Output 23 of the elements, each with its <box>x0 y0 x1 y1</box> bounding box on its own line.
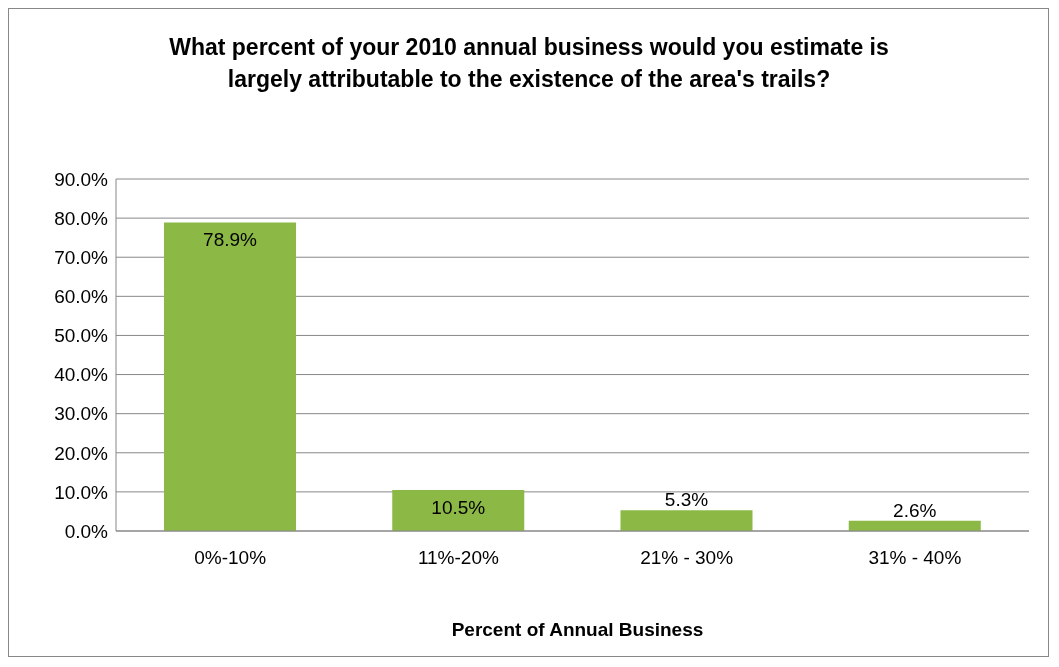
y-tick-label: 40.0% <box>54 364 109 386</box>
y-tick-label: 0.0% <box>64 520 109 542</box>
bar <box>620 510 753 531</box>
x-tick-label: 21% - 30% <box>640 547 734 569</box>
x-tick-label: 31% - 40% <box>868 547 962 569</box>
data-label: 5.3% <box>664 489 709 511</box>
bar <box>164 222 296 531</box>
y-tick-label: 80.0% <box>54 207 109 229</box>
y-tick-label: 30.0% <box>54 403 109 425</box>
bar <box>392 489 525 531</box>
x-tick-label: 11%-20% <box>417 547 499 569</box>
data-label: 78.9% <box>203 229 258 251</box>
y-tick-label: 90.0% <box>54 168 109 190</box>
y-tick-label: 50.0% <box>54 325 109 347</box>
x-tick-label: 0%-10% <box>194 547 267 569</box>
y-tick-label: 20.0% <box>54 442 109 464</box>
data-label: 10.5% <box>431 496 486 518</box>
y-tick-label: 70.0% <box>54 246 109 268</box>
data-label: 2.6% <box>893 499 937 521</box>
y-tick-label: 60.0% <box>54 286 109 308</box>
x-axis-title: Percent of Annual Business <box>450 619 705 641</box>
chart-title: What percent of your 2010 annual business would you estimate is largely attributable to the existence of the area's trails? <box>168 33 890 94</box>
y-tick-label: 10.0% <box>54 481 109 503</box>
